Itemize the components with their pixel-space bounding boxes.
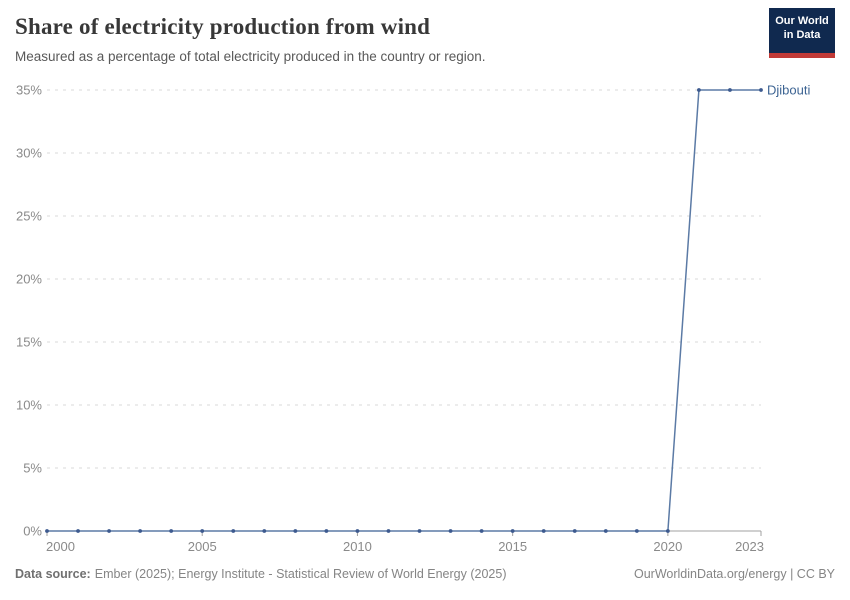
- chart-header: Share of electricity production from win…: [15, 14, 755, 64]
- owid-logo[interactable]: Our World in Data: [769, 8, 835, 58]
- y-tick-label: 25%: [16, 209, 42, 224]
- data-point[interactable]: [386, 529, 391, 533]
- data-point[interactable]: [510, 529, 515, 533]
- data-point[interactable]: [572, 529, 577, 533]
- chart-footer: Data source: Ember (2025); Energy Institu…: [15, 567, 835, 581]
- page-title: Share of electricity production from win…: [15, 14, 431, 39]
- owid-logo-line2: in Data: [783, 29, 821, 41]
- data-source-text: Ember (2025); Energy Institute - Statist…: [94, 567, 507, 581]
- y-tick-label: 30%: [16, 146, 42, 161]
- y-tick-label: 5%: [23, 461, 42, 476]
- data-point[interactable]: [603, 529, 608, 533]
- data-point[interactable]: [541, 529, 546, 533]
- x-tick-label: 2000: [46, 539, 75, 554]
- data-point[interactable]: [665, 529, 670, 533]
- y-tick-label: 15%: [16, 335, 42, 350]
- line-series-djibouti[interactable]: [47, 89, 761, 532]
- footer-link[interactable]: OurWorldinData.org/energy | CC BY: [633, 567, 835, 581]
- x-tick-label: 2023: [735, 539, 764, 554]
- data-point[interactable]: [262, 529, 267, 533]
- x-tick-label: 2020: [653, 539, 682, 554]
- owid-logo-line1: Our World: [775, 15, 829, 27]
- data-point[interactable]: [634, 529, 639, 533]
- data-point[interactable]: [697, 88, 701, 92]
- data-point[interactable]: [355, 529, 360, 533]
- chart-subtitle: Measured as a percentage of total electr…: [15, 49, 486, 64]
- data-point[interactable]: [759, 88, 763, 92]
- data-point[interactable]: [138, 529, 143, 533]
- series-label: Djibouti: [767, 83, 810, 98]
- data-point[interactable]: [324, 529, 329, 533]
- data-point[interactable]: [200, 529, 205, 533]
- data-point[interactable]: [169, 529, 174, 533]
- x-tick-label: 2010: [343, 539, 372, 554]
- data-point[interactable]: [728, 88, 732, 92]
- data-source-label: Data source:: [15, 567, 91, 581]
- data-source: Data source: Ember (2025); Energy Institu…: [15, 567, 506, 581]
- data-point[interactable]: [45, 529, 49, 533]
- data-point[interactable]: [417, 529, 422, 533]
- data-point[interactable]: [231, 529, 236, 533]
- x-tick-label: 2005: [188, 539, 217, 554]
- data-point[interactable]: [76, 529, 80, 533]
- y-tick-label: 10%: [16, 398, 42, 413]
- y-tick-label: 20%: [16, 272, 42, 287]
- x-tick-label: 2015: [498, 539, 527, 554]
- data-point[interactable]: [107, 529, 111, 533]
- y-tick-label: 0%: [23, 524, 42, 539]
- data-point[interactable]: [479, 529, 484, 533]
- y-tick-label: 35%: [16, 83, 42, 98]
- data-point[interactable]: [448, 529, 453, 533]
- data-point[interactable]: [293, 529, 298, 533]
